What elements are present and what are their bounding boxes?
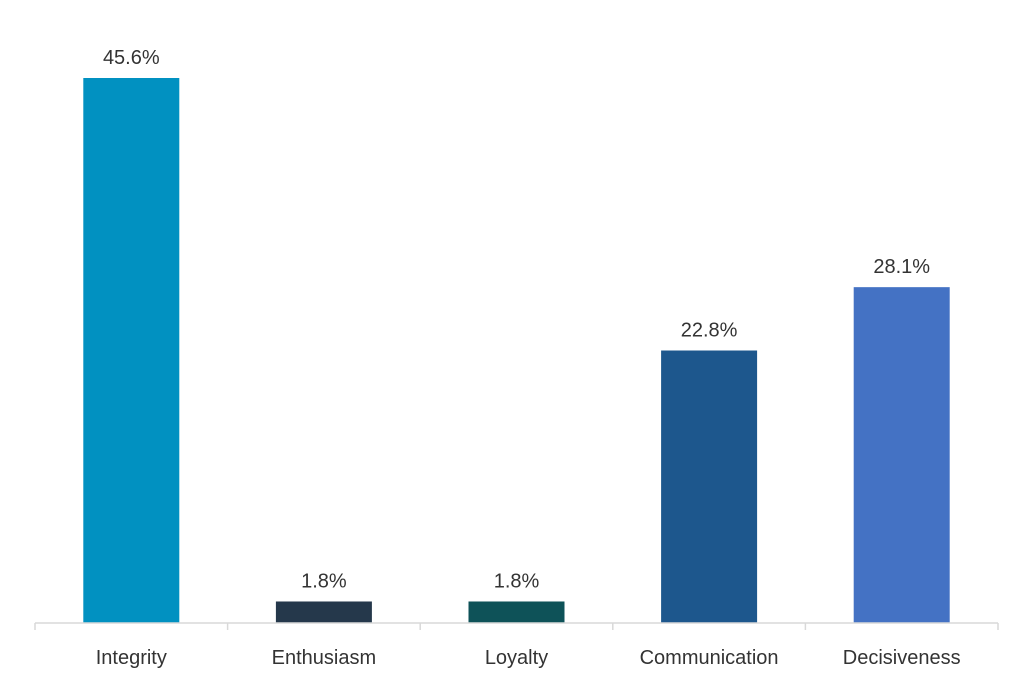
bar-decisiveness: [853, 287, 950, 623]
x-axis-ticks: [34, 623, 999, 630]
data-labels-group: 45.6% 1.8% 1.8% 22.8% 28.1%: [103, 47, 930, 592]
bar-integrity: [83, 78, 180, 623]
bar-communication: [661, 350, 758, 623]
category-labels-group: Integrity Enthusiasm Loyalty Communication D…: [96, 647, 961, 669]
data-label-integrity: 45.6%: [103, 47, 160, 69]
data-label-enthusiasm: 1.8%: [301, 570, 347, 592]
category-label-loyalty: Loyalty: [485, 647, 548, 669]
category-label-decisiveness: Decisiveness: [843, 647, 961, 669]
bars-group: [83, 78, 950, 623]
category-label-communication: Communication: [640, 647, 779, 669]
bar-loyalty: [468, 601, 565, 623]
data-label-decisiveness: 28.1%: [873, 256, 930, 278]
data-label-loyalty: 1.8%: [494, 570, 540, 592]
category-label-enthusiasm: Enthusiasm: [272, 647, 377, 669]
bar-enthusiasm: [275, 601, 372, 623]
data-label-communication: 22.8%: [681, 320, 738, 342]
category-label-integrity: Integrity: [96, 647, 167, 669]
